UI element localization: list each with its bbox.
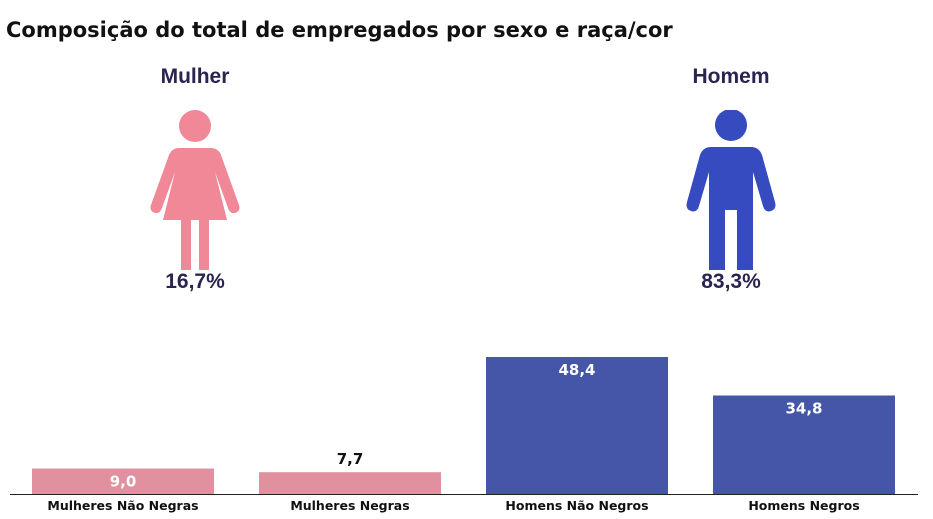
man-icon xyxy=(686,110,776,270)
bar xyxy=(486,357,668,494)
category-label: Homens Negros xyxy=(748,498,859,513)
woman-icon xyxy=(150,110,240,270)
woman-figure-block: Mulher 16,7% xyxy=(95,62,295,294)
bar xyxy=(713,395,895,494)
bar xyxy=(32,468,214,494)
category-label: Mulheres Negras xyxy=(290,498,409,513)
data-label: 7,7 xyxy=(337,450,364,468)
woman-percent: 16,7% xyxy=(165,270,225,293)
chart-title: Composição do total de empregados por se… xyxy=(6,18,673,42)
man-figure-block: Homem 83,3% xyxy=(631,62,831,294)
woman-label: Mulher xyxy=(160,65,230,88)
man-percent: 83,3% xyxy=(701,270,761,293)
data-label: 48,4 xyxy=(558,361,595,379)
man-label: Homem xyxy=(692,65,770,88)
data-label: 9,0 xyxy=(110,473,137,491)
data-label: 34,8 xyxy=(785,399,822,417)
category-label: Homens Não Negros xyxy=(505,498,648,513)
category-label: Mulheres Não Negras xyxy=(47,498,198,513)
bar xyxy=(259,472,441,494)
